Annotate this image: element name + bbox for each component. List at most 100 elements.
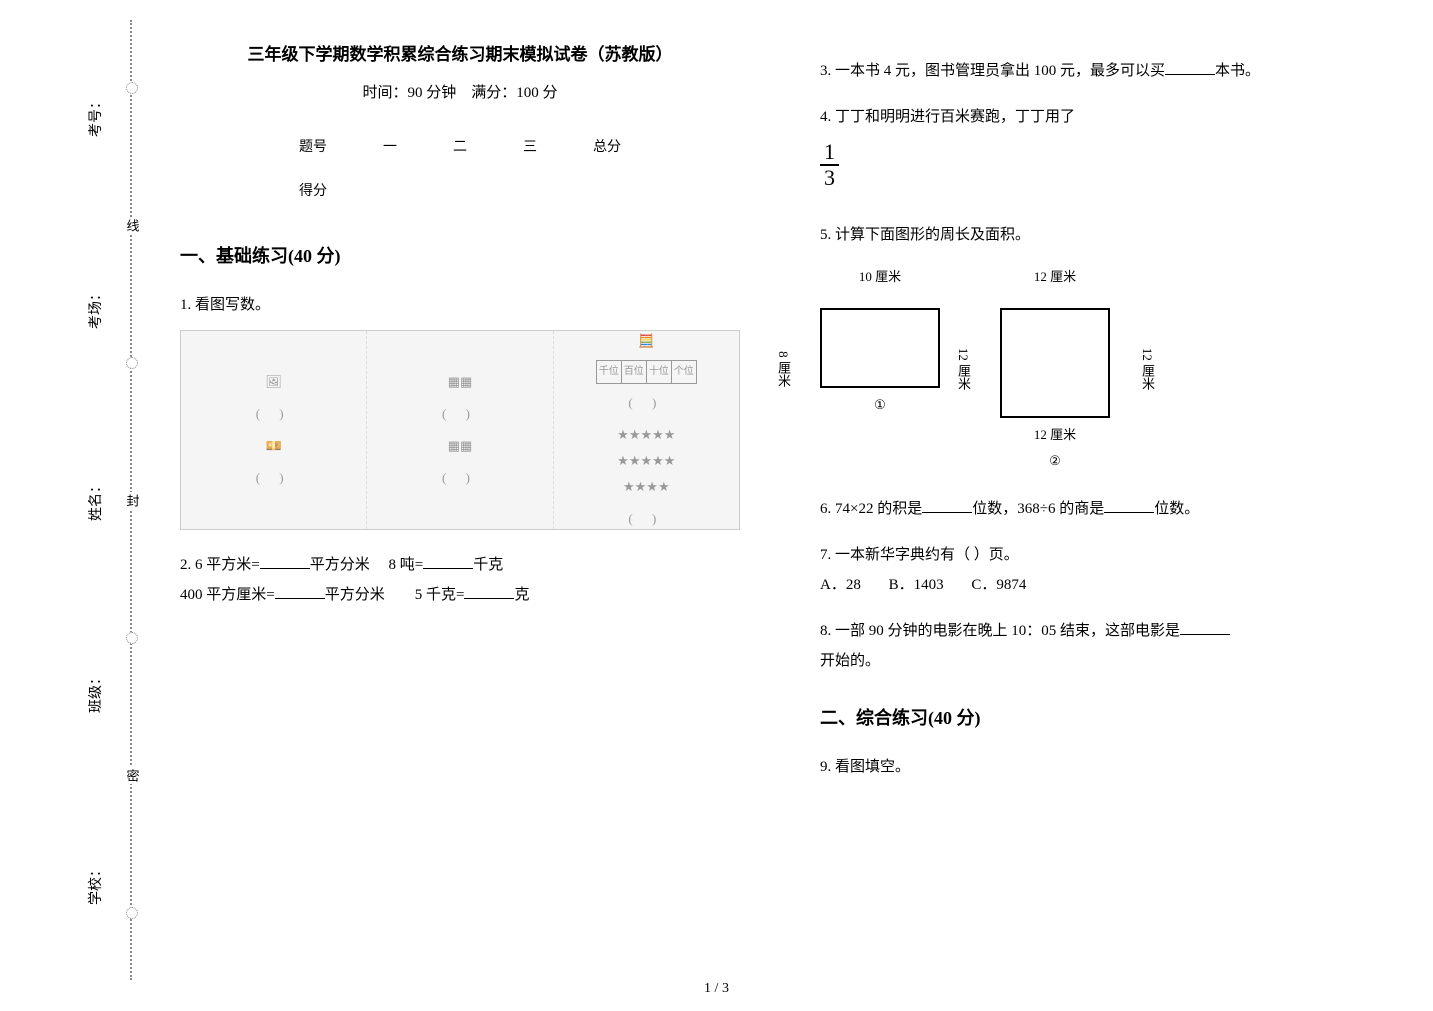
question-1: 1. 看图写数。 🖼 ( ) 💴 ( ) ▦▦ ( ) ▦▦ ( ) 🧮 bbox=[180, 290, 740, 530]
q2-blank-1[interactable] bbox=[260, 553, 310, 570]
q3-blank[interactable] bbox=[1165, 59, 1215, 76]
td-blank[interactable] bbox=[495, 168, 565, 212]
q1-img-3: 🧮 千位 百位 十位 个位 ( ) ★★★★★★★★★★★★★★ ( ) bbox=[554, 331, 739, 529]
seal-line: 线 封 密 bbox=[130, 20, 132, 980]
q1-blank-2b[interactable]: ( ) bbox=[442, 465, 478, 491]
placeholder-icon: ▦▦ bbox=[448, 433, 473, 459]
q5-shape-2: 12 厘米 12 厘米 12 厘米 12 厘米 ② bbox=[1000, 264, 1110, 474]
place-value-boxes: 千位 百位 十位 个位 bbox=[596, 360, 697, 384]
q5-shape-1: 10 厘米 8 厘米 ① bbox=[820, 264, 940, 474]
q2-l2b: 平方分米 bbox=[325, 587, 385, 603]
question-2: 2. 6 平方米= 平方分米 8 吨= 千克 400 平方厘米= 平方分米 5 千克=… bbox=[180, 550, 740, 610]
q5-shapes: 10 厘米 8 厘米 ① 12 厘米 12 厘米 12 厘米 12 厘米 ② bbox=[820, 264, 1380, 474]
q6-c: 位数。 bbox=[1154, 501, 1199, 517]
q2-blank-2[interactable] bbox=[423, 553, 473, 570]
seal-hole bbox=[126, 907, 138, 919]
pv-hundred: 百位 bbox=[622, 361, 647, 383]
square-icon bbox=[1000, 308, 1110, 418]
q5-text: 5. 计算下面图形的周长及面积。 bbox=[820, 220, 1380, 250]
q5-s1-left: 8 厘米 bbox=[770, 352, 796, 388]
q8-blank[interactable] bbox=[1180, 619, 1230, 636]
q2-blank-3[interactable] bbox=[275, 583, 325, 600]
table-row: 得分 bbox=[271, 168, 649, 212]
q1-img-1: 🖼 ( ) 💴 ( ) bbox=[181, 331, 367, 529]
q4-text: 4. 丁丁和明明进行百米赛跑，丁丁用了 bbox=[820, 102, 1380, 132]
q7-choice-b[interactable]: B．1403 bbox=[889, 577, 944, 593]
th-2: 二 bbox=[425, 124, 495, 168]
q5-s2-top: 12 厘米 bbox=[1000, 264, 1110, 290]
q1-blank-2[interactable]: ( ) bbox=[442, 401, 478, 427]
q2-l2d: 克 bbox=[514, 587, 529, 603]
q1-blank-1[interactable]: ( ) bbox=[256, 401, 292, 427]
td-score-label: 得分 bbox=[271, 168, 355, 212]
question-5: 5. 计算下面图形的周长及面积。 10 厘米 8 厘米 ① 12 厘米 12 厘… bbox=[820, 220, 1380, 474]
td-blank[interactable] bbox=[425, 168, 495, 212]
placeholder-icon: ▦▦ bbox=[448, 369, 473, 395]
q6-blank-2[interactable] bbox=[1104, 497, 1154, 514]
pv-one: 个位 bbox=[672, 361, 696, 383]
pv-ten: 十位 bbox=[647, 361, 672, 383]
section-2-header: 二、综合练习(40 分) bbox=[820, 704, 1380, 730]
q2-l1b: 平方分米 bbox=[310, 557, 370, 573]
q7-choices: A．28 B．1403 C．9874 bbox=[820, 570, 1380, 600]
placeholder-icon: 💴 bbox=[266, 433, 282, 459]
q7-text: 7. 一本新华字典约有（ ）页。 bbox=[820, 540, 1380, 570]
seal-char-mi: 密 bbox=[123, 767, 142, 784]
q8-b: 开始的。 bbox=[820, 646, 1380, 676]
q2-blank-4[interactable] bbox=[464, 583, 514, 600]
td-blank[interactable] bbox=[565, 168, 649, 212]
frac-denominator: 3 bbox=[820, 166, 839, 190]
q7-choice-a[interactable]: A．28 bbox=[820, 577, 861, 593]
exam-id-label: 考号： bbox=[85, 95, 105, 137]
placeholder-icon: ★★★★★★★★★★★★★★ bbox=[617, 422, 675, 500]
q6-blank-1[interactable] bbox=[922, 497, 972, 514]
time-label: 时间：90 分钟 bbox=[362, 85, 456, 101]
q1-blank-3[interactable]: ( ) bbox=[628, 390, 664, 416]
q8-a: 8. 一部 90 分钟的电影在晚上 10：05 结束，这部电影是 bbox=[820, 623, 1180, 639]
q2-l1d: 千克 bbox=[473, 557, 503, 573]
question-9: 9. 看图填空。 bbox=[820, 752, 1380, 782]
section-1-header: 一、基础练习(40 分) bbox=[180, 242, 740, 268]
q2-l1a: 2. 6 平方米= bbox=[180, 557, 260, 573]
page-number: 1 / 3 bbox=[704, 981, 729, 997]
class-label: 班级： bbox=[85, 671, 105, 713]
room-label: 考场： bbox=[85, 287, 105, 329]
q2-l1c: 8 吨= bbox=[388, 557, 423, 573]
exam-title: 三年级下学期数学积累综合练习期末模拟试卷（苏教版） bbox=[180, 40, 740, 65]
q1-blank-1b[interactable]: ( ) bbox=[256, 465, 292, 491]
th-3: 三 bbox=[495, 124, 565, 168]
pv-thousand: 千位 bbox=[597, 361, 622, 383]
page-content: 三年级下学期数学积累综合练习期末模拟试卷（苏教版） 时间：90 分钟 满分：10… bbox=[160, 30, 1400, 970]
frac-numerator: 1 bbox=[820, 140, 839, 166]
q2-l2c: 5 千克= bbox=[415, 587, 465, 603]
q5-s2-label: ② bbox=[1049, 448, 1061, 474]
question-3: 3. 一本书 4 元，图书管理员拿出 100 元，最多可以买本书。 bbox=[820, 56, 1380, 86]
q5-s2-bottom: 12 厘米 bbox=[1000, 422, 1110, 448]
q5-s2-right: 12 厘米 bbox=[1134, 348, 1160, 390]
score-table: 题号 一 二 三 总分 得分 bbox=[271, 124, 649, 212]
q1-img-2: ▦▦ ( ) ▦▦ ( ) bbox=[367, 331, 553, 529]
binding-strip: 考号： 考场： 姓名： 班级： 学校： bbox=[65, 20, 125, 980]
q1-text: 1. 看图写数。 bbox=[180, 290, 740, 320]
q1-blank-3b[interactable]: ( ) bbox=[628, 506, 664, 532]
seal-char-line: 线 bbox=[123, 217, 142, 234]
q2-l2a: 400 平方厘米= bbox=[180, 587, 275, 603]
seal-hole bbox=[126, 357, 138, 369]
td-blank[interactable] bbox=[355, 168, 425, 212]
seal-hole bbox=[126, 82, 138, 94]
th-num: 题号 bbox=[271, 124, 355, 168]
q1-image-group: 🖼 ( ) 💴 ( ) ▦▦ ( ) ▦▦ ( ) 🧮 千位 百位 bbox=[180, 330, 740, 530]
th-1: 一 bbox=[355, 124, 425, 168]
q5-s1-top: 10 厘米 bbox=[820, 264, 940, 290]
q7-choice-c[interactable]: C．9874 bbox=[971, 577, 1026, 593]
q3-b: 本书。 bbox=[1215, 63, 1260, 79]
right-column: 3. 一本书 4 元，图书管理员拿出 100 元，最多可以买本书。 4. 丁丁和… bbox=[800, 30, 1400, 970]
th-total: 总分 bbox=[565, 124, 649, 168]
rectangle-icon bbox=[820, 308, 940, 388]
name-label: 姓名： bbox=[85, 479, 105, 521]
q5-s1-label: ① bbox=[874, 392, 886, 418]
q9-text: 9. 看图填空。 bbox=[820, 752, 1380, 782]
school-label: 学校： bbox=[85, 863, 105, 905]
q6-a: 6. 74×22 的积是 bbox=[820, 501, 922, 517]
question-6: 6. 74×22 的积是位数，368÷6 的商是位数。 bbox=[820, 494, 1380, 524]
